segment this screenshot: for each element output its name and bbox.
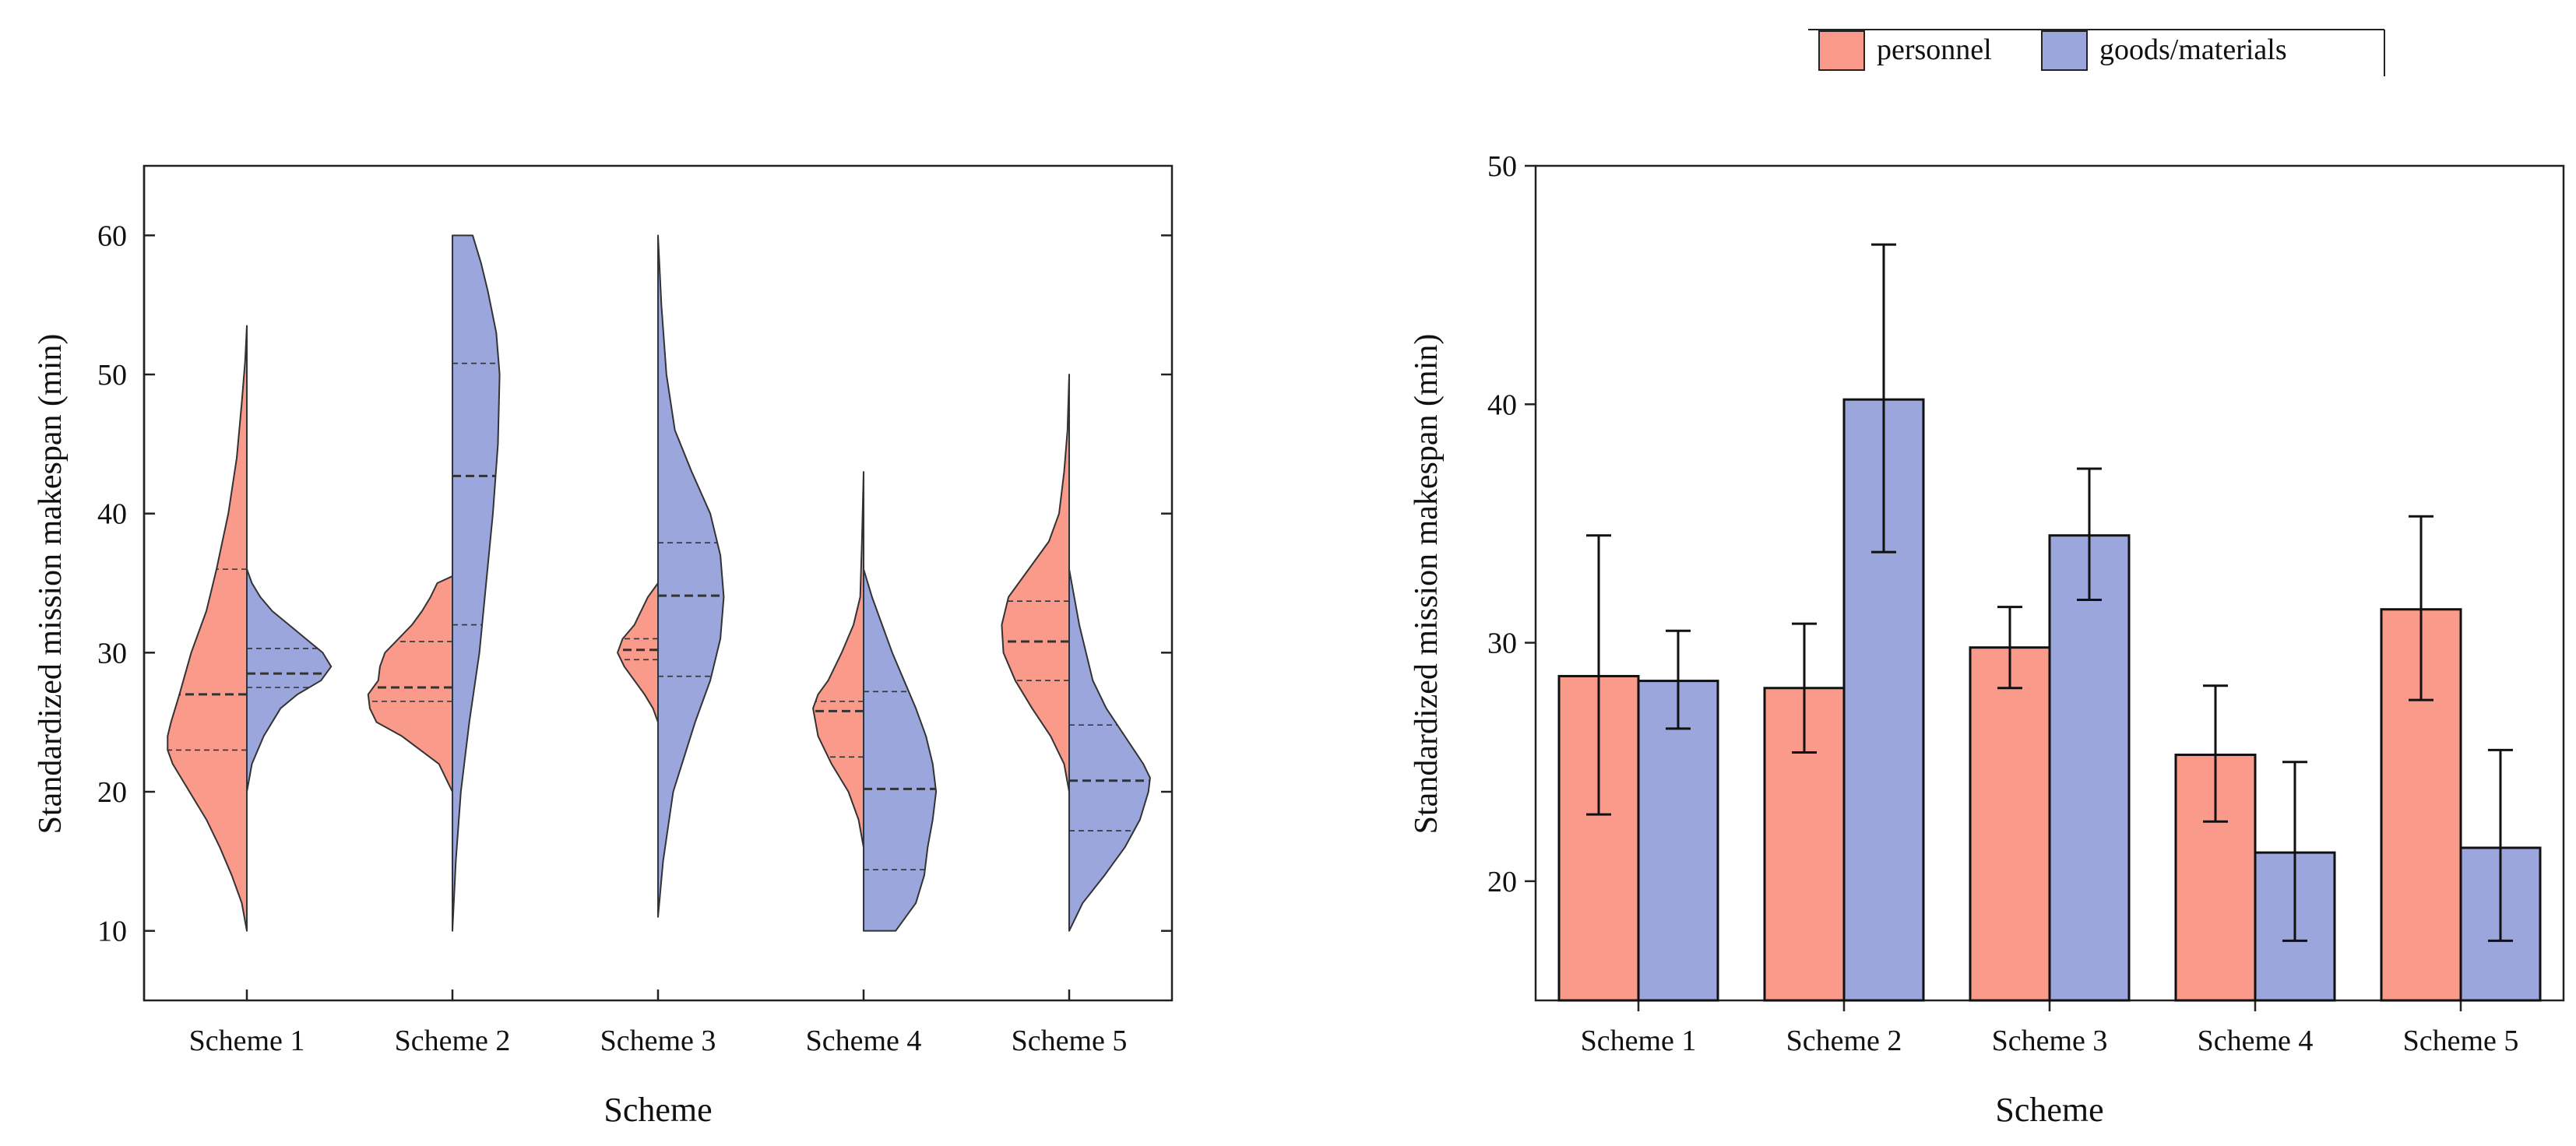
violin-y-axis-label: Standardized mission makespan (min) xyxy=(33,334,69,835)
violin-personnel xyxy=(367,575,453,793)
violin-xtick-label: Scheme 3 xyxy=(600,1025,716,1057)
violin-goods xyxy=(246,568,333,793)
violin-personnel xyxy=(812,471,864,849)
bar-y-axis: 20 30 40 50 xyxy=(1487,150,1536,898)
legend-label-personnel: personnel xyxy=(1877,33,1992,66)
bar-xtick-label: Scheme 2 xyxy=(1786,1025,1902,1057)
bar-xtick-label: Scheme 4 xyxy=(2198,1025,2314,1057)
bar-x-axis-label: Scheme xyxy=(1995,1091,2103,1129)
violin-goods xyxy=(452,234,501,932)
bar-xtick-label: Scheme 5 xyxy=(2403,1025,2519,1057)
violin-xtick-label: Scheme 4 xyxy=(806,1025,922,1057)
bar-x-axis: Scheme 1 Scheme 2 Scheme 3 Scheme 4 Scheme 5 xyxy=(1581,1000,2519,1057)
violin-shapes xyxy=(143,166,1151,1000)
legend-swatch-goods xyxy=(2041,30,2088,71)
bar-ytick-label: 30 xyxy=(1487,627,1517,660)
violin-goods xyxy=(657,234,725,918)
violin-ytick-label: 20 xyxy=(97,776,127,809)
violin-y-axis: 10 20 30 40 50 60 xyxy=(97,220,1172,948)
violin-xtick-label: Scheme 1 xyxy=(189,1025,305,1057)
violin-personnel xyxy=(1001,374,1070,793)
legend-label-goods: goods/materials xyxy=(2099,33,2287,66)
violin-personnel xyxy=(167,325,248,932)
bar-ytick-label: 50 xyxy=(1487,150,1517,183)
bar-xtick-label: Scheme 3 xyxy=(1992,1025,2108,1057)
bar-ytick-label: 40 xyxy=(1487,388,1517,421)
bar-ytick-label: 20 xyxy=(1487,866,1517,898)
violin-ytick-label: 50 xyxy=(97,359,127,392)
bar-xtick-label: Scheme 1 xyxy=(1581,1025,1697,1057)
violin-ytick-label: 40 xyxy=(97,498,127,531)
violin-x-axis-label: Scheme xyxy=(604,1091,712,1129)
violin-ytick-label: 30 xyxy=(97,637,127,670)
legend: personnel goods/materials xyxy=(1808,29,2385,76)
bar-personnel xyxy=(1969,646,2051,1002)
violin-personnel xyxy=(617,582,659,723)
bar-goods xyxy=(1637,680,1719,1002)
legend-swatch-personnel xyxy=(1818,30,1865,71)
violin-ytick-label: 10 xyxy=(97,916,127,948)
violin-xtick-label: Scheme 2 xyxy=(395,1025,511,1057)
violin-x-axis: Scheme 1 Scheme 2 Scheme 3 Scheme 4 Scheme 5 xyxy=(189,990,1128,1057)
violin-ytick-label: 60 xyxy=(97,220,127,252)
bar-goods xyxy=(2048,534,2131,1002)
bar-y-axis-label: Standardized mission makespan (min) xyxy=(1409,334,1445,835)
violin-xtick-label: Scheme 5 xyxy=(1012,1025,1128,1057)
violin-goods xyxy=(1068,568,1151,932)
violin-goods xyxy=(863,568,938,932)
bar-marks xyxy=(1557,243,2542,1002)
